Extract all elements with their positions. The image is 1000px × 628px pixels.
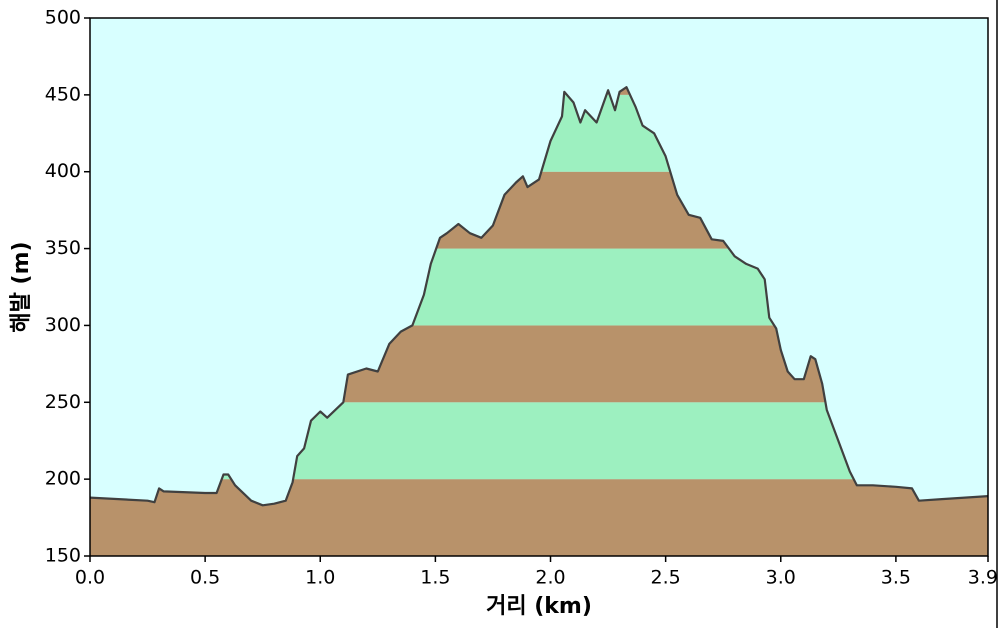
x-tick-label: 3.0	[766, 567, 796, 589]
plot-frame	[89, 17, 989, 557]
elevation-band	[90, 479, 988, 556]
y-tick-label: 350	[45, 237, 81, 259]
x-tick-label: 0.0	[75, 567, 105, 589]
y-tick-label: 250	[45, 391, 81, 413]
y-tick-label: 450	[45, 83, 81, 105]
y-tick-label: 500	[45, 7, 81, 29]
elevation-line	[89, 86, 989, 507]
x-tick-label: 2.5	[651, 567, 681, 589]
x-tick-label: 2.0	[535, 567, 565, 589]
y-axis-title: 해발 (m)	[9, 241, 34, 332]
x-tick-label: 0.5	[190, 567, 220, 589]
x-tick-label: 3.5	[881, 567, 911, 589]
y-tick-label: 200	[45, 468, 81, 490]
x-tick-label: 1.5	[420, 567, 450, 589]
y-tick-label: 300	[45, 314, 81, 336]
x-axis-title: 거리 (km)	[486, 594, 592, 619]
x-tick-label: 3.9	[968, 567, 998, 589]
y-tick-label: 400	[45, 160, 81, 182]
y-tick-label: 150	[45, 545, 81, 567]
x-tick-label: 1.0	[305, 567, 335, 589]
